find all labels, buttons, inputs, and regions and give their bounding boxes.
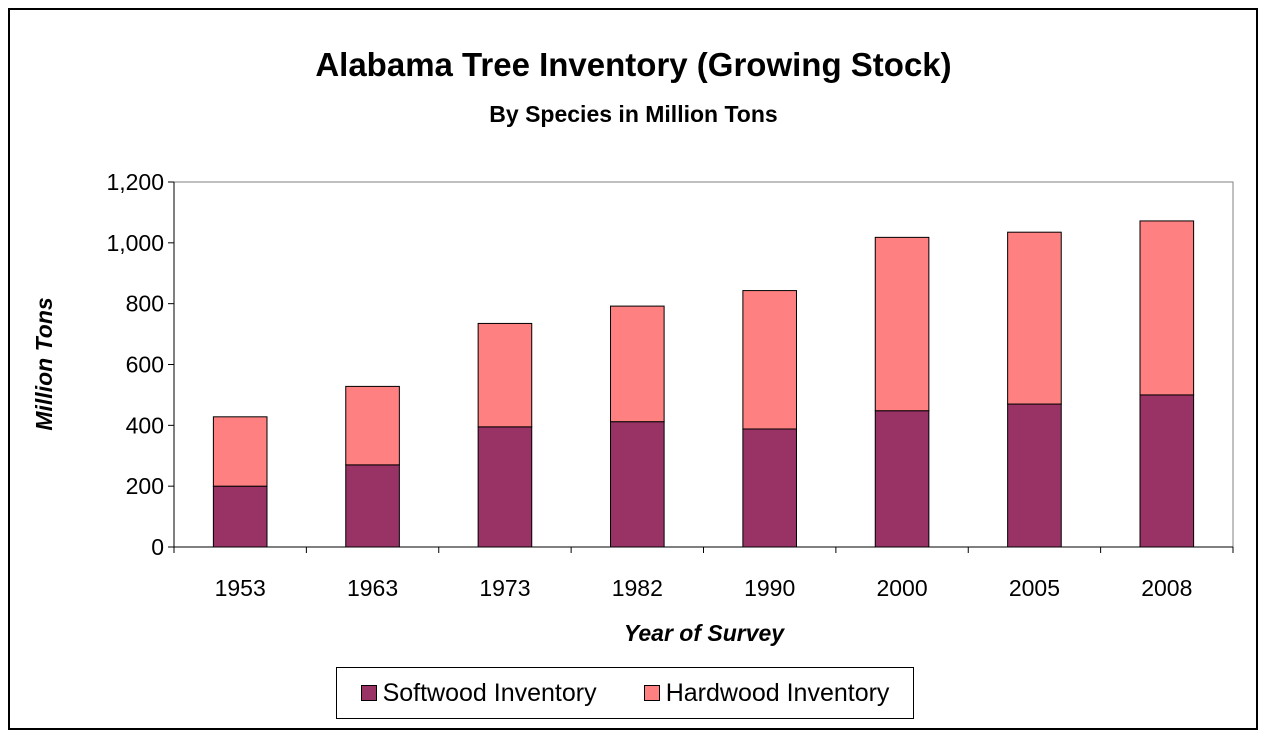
y-tick-label: 0 <box>151 534 164 560</box>
x-tick-label: 1963 <box>347 575 398 601</box>
softwood-bar-2008 <box>1139 394 1195 548</box>
hardwood-bar-1973 <box>477 322 533 428</box>
hardwood-bar-1990 <box>742 290 797 430</box>
x-tick-label: 2008 <box>1141 575 1192 601</box>
softwood-bar-1990 <box>742 428 797 548</box>
legend-swatch-hardwood <box>643 685 660 701</box>
plot-border <box>173 181 1234 548</box>
legend: Softwood Inventory Hardwood Inventory <box>336 667 914 719</box>
hardwood-bar-1953 <box>212 416 268 487</box>
hardwood-bar-1963 <box>345 385 400 466</box>
chart-title: Alabama Tree Inventory (Growing Stock) <box>315 46 952 83</box>
legend-label-hardwood: Hardwood Inventory <box>665 678 890 707</box>
y-tick-label: 600 <box>126 352 164 378</box>
y-axis-title: Million Tons <box>31 297 57 430</box>
softwood-bar-1973 <box>477 426 533 548</box>
softwood-bar-1963 <box>345 464 400 548</box>
hardwood-bar-2005 <box>1007 231 1062 405</box>
x-tick-label: 1973 <box>479 575 530 601</box>
legend-item-softwood: Softwood Inventory <box>360 678 597 708</box>
plot-area: 0 200 400 600 800 1,000 1,200 1953 1963 1973 1982 1… <box>106 169 1234 601</box>
legend-swatch-softwood <box>360 685 377 701</box>
softwood-bar-1953 <box>212 485 268 548</box>
y-tick-label: 200 <box>126 473 164 499</box>
y-tick-label: 400 <box>126 412 164 438</box>
x-axis-title: Year of Survey <box>624 620 785 646</box>
hardwood-bar-2000 <box>874 236 930 412</box>
x-tick-label: 2000 <box>876 575 927 601</box>
softwood-bar-2005 <box>1007 403 1062 548</box>
legend-item-hardwood: Hardwood Inventory <box>643 678 890 708</box>
legend-label-softwood: Softwood Inventory <box>382 678 597 707</box>
hardwood-bar-2008 <box>1139 220 1195 396</box>
x-tick-label: 1982 <box>612 575 663 601</box>
y-tick-label: 1,000 <box>106 230 164 256</box>
softwood-bar-1982 <box>610 421 665 548</box>
x-tick-label: 1953 <box>215 575 266 601</box>
x-tick-label: 1990 <box>744 575 795 601</box>
softwood-bar-2000 <box>874 410 930 548</box>
hardwood-bar-1982 <box>610 305 665 423</box>
x-tick-label: 2005 <box>1009 575 1060 601</box>
y-tick-label: 1,200 <box>106 169 164 195</box>
y-tick-label: 800 <box>126 291 164 317</box>
chart-subtitle: By Species in Million Tons <box>489 101 778 127</box>
